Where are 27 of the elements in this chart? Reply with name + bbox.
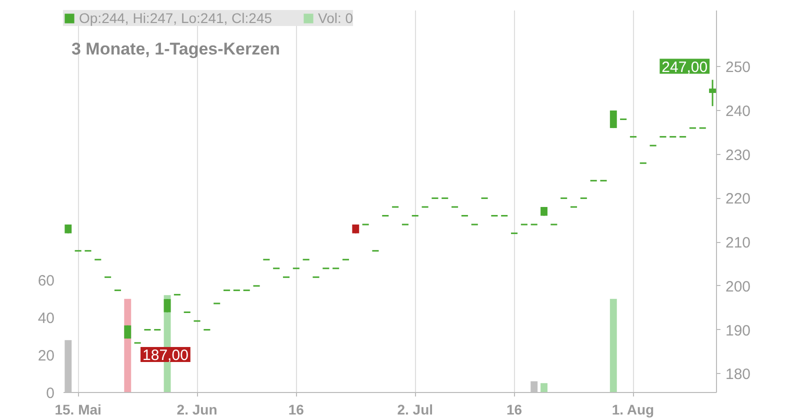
y-tick-label: 180 <box>726 366 751 384</box>
x-tick-label: 2. Jun <box>176 402 218 418</box>
y-tick-label: 210 <box>726 234 751 252</box>
bar <box>610 298 617 392</box>
annotation: 247,00 <box>662 58 708 76</box>
y2-tick-label: 0 <box>46 385 54 402</box>
x-tick-label: 16 <box>506 402 522 418</box>
y2-tick-label: 60 <box>38 272 55 290</box>
candlestick <box>164 298 171 313</box>
y2-tick-label: 40 <box>38 310 55 328</box>
y-tick-label: 230 <box>726 146 751 164</box>
annotation: 187,00 <box>142 346 188 364</box>
y-tick-label: 250 <box>726 59 751 76</box>
y-tick-label: 220 <box>726 190 751 208</box>
legend-label: Vol: 0 <box>318 10 354 26</box>
bar <box>540 383 548 392</box>
text: 3 Monate, 1-Tages-Kerzen <box>72 40 280 58</box>
x-tick-label: 15. Mai <box>54 402 102 418</box>
y2-tick-label: 20 <box>38 348 55 365</box>
x-tick-label: 16 <box>288 402 304 418</box>
y-tick-label: 190 <box>726 322 751 340</box>
legend-label: Op:244, Hi:247, Lo:241, Cl:245 <box>79 10 272 26</box>
y-tick-label: 240 <box>726 102 751 120</box>
x-tick-label: 1. Aug <box>612 402 654 418</box>
candlestick <box>709 79 716 107</box>
y-tick-label: 200 <box>726 278 751 296</box>
x-tick-label: 2. Jul <box>397 402 434 418</box>
